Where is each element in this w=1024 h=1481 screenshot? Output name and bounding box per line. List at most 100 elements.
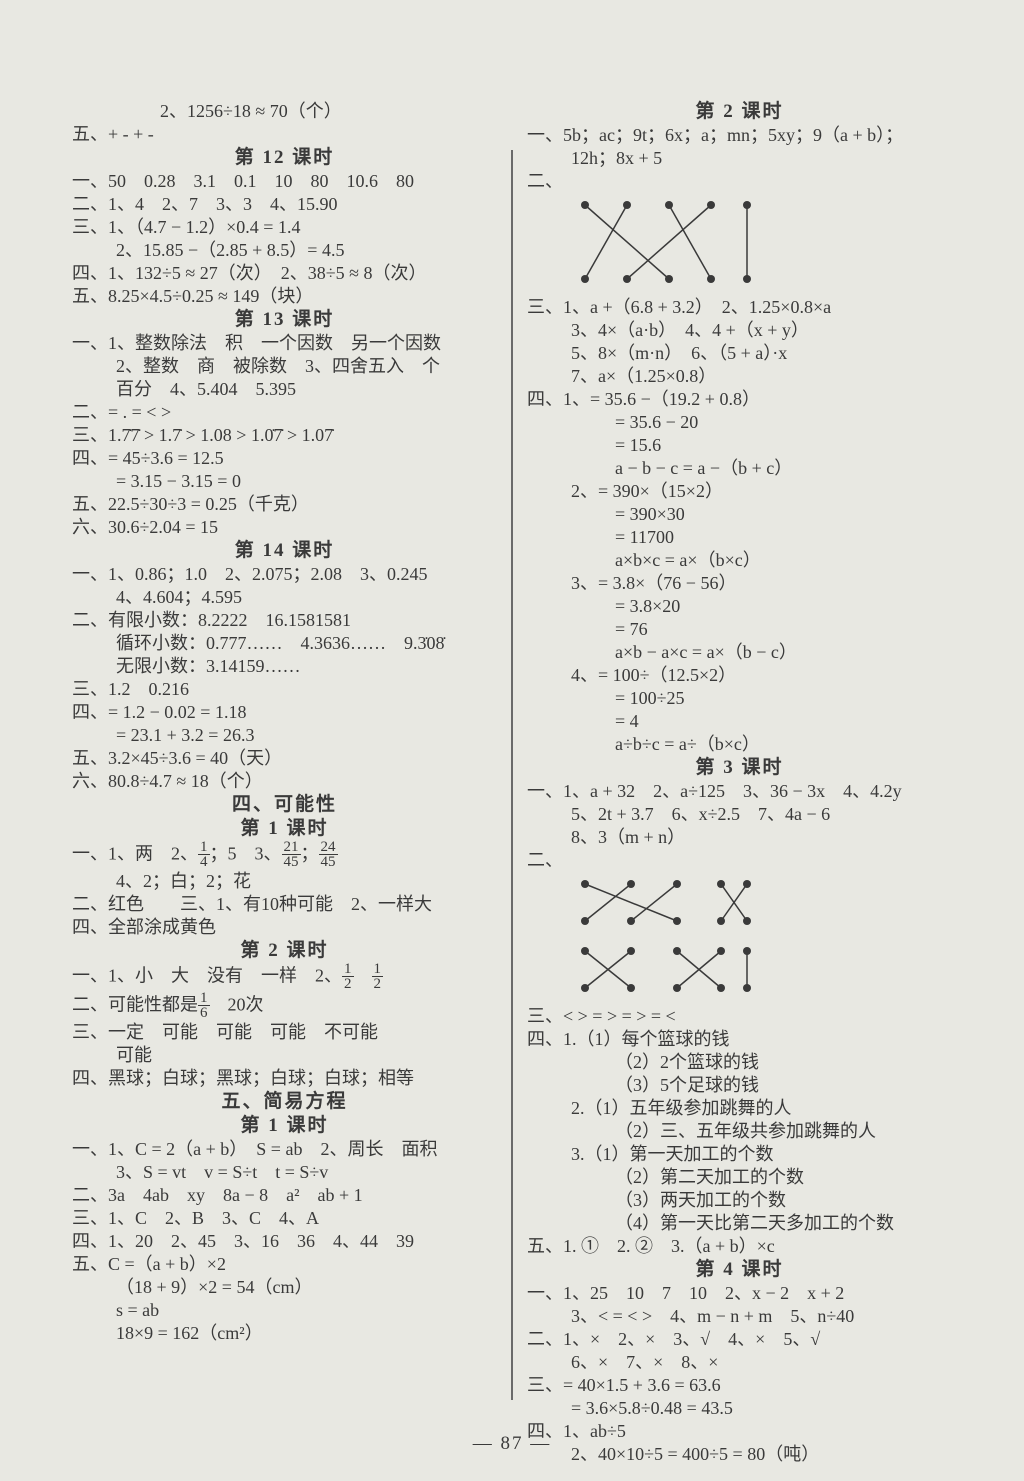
text-line: 12h；8x + 5	[527, 147, 952, 170]
section-heading: 第 1 课时	[72, 817, 497, 841]
text-line: 二、红色 三、1、有10种可能 2、一样大	[72, 893, 497, 916]
text-line: 二、	[527, 849, 952, 872]
matching-diagram	[571, 197, 751, 287]
text-line: 二、= . = < >	[72, 401, 497, 424]
fraction: 2445	[319, 840, 338, 869]
text-line: 一、1、小 大 没有 一样 2、12 12	[72, 963, 497, 992]
text-line: = 4	[527, 710, 952, 733]
text-line: 二、有限小数：8.2222 16.1581581	[72, 609, 497, 632]
text-line: 8、3（m + n）	[527, 826, 952, 849]
section-heading: 五、简易方程	[72, 1090, 497, 1114]
text-line: a÷b÷c = a÷（b×c）	[527, 733, 952, 756]
fraction: 12	[372, 962, 384, 991]
text-line: a×b − a×c = a×（b − c）	[527, 641, 952, 664]
text-line: = 100÷25	[527, 687, 952, 710]
text-line: 五、3.2×45÷3.6 = 40（天）	[72, 747, 497, 770]
text-line: = 11700	[527, 526, 952, 549]
text-line: 三、1、a +（6.8 + 3.2） 2、1.25×0.8×a	[527, 296, 952, 319]
text-line: 2、1256÷18 ≈ 70（个）	[72, 100, 497, 123]
text-line: 四、全部涂成黄色	[72, 916, 497, 939]
text-line: 四、1、132÷5 ≈ 27（次） 2、38÷5 ≈ 8（次）	[72, 262, 497, 285]
section-heading: 第 12 课时	[72, 146, 497, 170]
text-line: 2、= 390×（15×2）	[527, 480, 952, 503]
text-line: 三、= 40×1.5 + 3.6 = 63.6	[527, 1374, 952, 1397]
text-line: 四、1、= 35.6 −（19.2 + 0.8）	[527, 388, 952, 411]
section-heading: 第 14 课时	[72, 539, 497, 563]
columns-container: 2、1256÷18 ≈ 70（个）五、+ - + -第 12 课时一、50 0.…	[72, 100, 952, 1400]
text-line: 二、3a 4ab xy 8a − 8 a² ab + 1	[72, 1184, 497, 1207]
text-line: 一、1、0.86；1.0 2、2.075；2.08 3、0.245	[72, 563, 497, 586]
text-line: 三、1.7̇7̇ > 1.7̇ > 1.08 > 1.0̇7̇ > 1.07̇	[72, 424, 497, 447]
fraction: 2145	[282, 840, 301, 869]
text-line: 六、80.8÷4.7 ≈ 18（个）	[72, 770, 497, 793]
text-line: 一、50 0.28 3.1 0.1 10 80 10.6 80	[72, 170, 497, 193]
text-line: a − b − c = a −（b + c）	[527, 457, 952, 480]
text-line: = 390×30	[527, 503, 952, 526]
text-line: 四、黑球；白球；黑球；白球；白球；相等	[72, 1067, 497, 1090]
text-line: 二、1、× 2、× 3、√ 4、× 5、√	[527, 1328, 952, 1351]
matching-diagram	[571, 876, 751, 996]
text-line: 2、15.85 −（2.85 + 8.5）= 4.5	[72, 239, 497, 262]
text-line: 3、< = < > 4、m − n + m 5、n÷40	[527, 1305, 952, 1328]
text-line: 一、1、C = 2（a + b） S = ab 2、周长 面积	[72, 1138, 497, 1161]
text-line: = 3.15 − 3.15 = 0	[72, 470, 497, 493]
text-line: 三、1、C 2、B 3、C 4、A	[72, 1207, 497, 1230]
text-line: 2、整数 商 被除数 3、四舍五入 个	[72, 355, 497, 378]
section-heading: 第 3 课时	[527, 756, 952, 780]
text-line: 五、C =（a + b）×2	[72, 1253, 497, 1276]
text-line: 一、1、a + 32 2、a÷125 3、36 − 3x 4、4.2y	[527, 780, 952, 803]
fraction: 14	[198, 840, 210, 869]
text-line: 7、a×（1.25×0.8）	[527, 365, 952, 388]
text-line: 循环小数：0.777…… 4.3636…… 9.3̇08̇	[72, 632, 497, 655]
text-line: 18×9 = 162（cm²）	[72, 1322, 497, 1345]
section-heading: 第 1 课时	[72, 1114, 497, 1138]
text-line: （2）三、五年级共参加跳舞的人	[527, 1120, 952, 1143]
text-line: 三、1.2 0.216	[72, 678, 497, 701]
text-line: （3）两天加工的个数	[527, 1189, 952, 1212]
text-line: s = ab	[72, 1299, 497, 1322]
section-heading: 第 4 课时	[527, 1258, 952, 1282]
text-line: 3、4×（a·b） 4、4 +（x + y）	[527, 319, 952, 342]
section-heading: 第 2 课时	[72, 939, 497, 963]
text-line: 三、一定 可能 可能 可能 不可能	[72, 1021, 497, 1044]
text-line: 四、1.（1）每个篮球的钱	[527, 1028, 952, 1051]
text-line: 五、1. ① 2. ② 3.（a + b）×c	[527, 1235, 952, 1258]
text-line: （2）第二天加工的个数	[527, 1166, 952, 1189]
section-heading: 四、可能性	[72, 793, 497, 817]
text-line: = 76	[527, 618, 952, 641]
text-line: 3、S = vt v = S÷t t = S÷v	[72, 1161, 497, 1184]
text-line: 一、5b；ac；9t；6x；a；mn；5xy；9（a + b）；	[527, 124, 952, 147]
page-number: — 87 —	[0, 1433, 1024, 1455]
text-line: 无限小数：3.14159……	[72, 655, 497, 678]
fraction: 16	[198, 991, 210, 1020]
text-line: = 3.6×5.8÷0.48 = 43.5	[527, 1397, 952, 1420]
text-line: 五、8.25×4.5÷0.25 ≈ 149（块）	[72, 285, 497, 308]
text-line: a×b×c = a×（b×c）	[527, 549, 952, 572]
text-line: 五、22.5÷30÷3 = 0.25（千克）	[72, 493, 497, 516]
text-line: （18 + 9）×2 = 54（cm）	[72, 1276, 497, 1299]
text-line: 一、1、整数除法 积 一个因数 另一个因数	[72, 332, 497, 355]
text-line: 四、= 45÷3.6 = 12.5	[72, 447, 497, 470]
text-line: 二、	[527, 170, 952, 193]
text-line: = 3.8×20	[527, 595, 952, 618]
text-line: （4）第一天比第二天多加工的个数	[527, 1212, 952, 1235]
text-line: 可能	[72, 1044, 497, 1067]
text-line: 四、1、20 2、45 3、16 36 4、44 39	[72, 1230, 497, 1253]
text-line: 二、1、4 2、7 3、3 4、15.90	[72, 193, 497, 216]
section-heading: 第 13 课时	[72, 308, 497, 332]
text-line: 一、1、25 10 7 10 2、x − 2 x + 2	[527, 1282, 952, 1305]
text-line: 3.（1）第一天加工的个数	[527, 1143, 952, 1166]
text-line: 3、= 3.8×（76 − 56）	[527, 572, 952, 595]
text-line: （3）5个足球的钱	[527, 1074, 952, 1097]
text-line: = 15.6	[527, 434, 952, 457]
text-line: 4、2；白；2；花	[72, 870, 497, 893]
text-line: 4、4.604；4.595	[72, 586, 497, 609]
left-column: 2、1256÷18 ≈ 70（个）五、+ - + -第 12 课时一、50 0.…	[72, 100, 511, 1400]
text-line: = 35.6 − 20	[527, 411, 952, 434]
text-line: 4、= 100÷（12.5×2）	[527, 664, 952, 687]
text-line: 6、× 7、× 8、×	[527, 1351, 952, 1374]
text-line: 五、+ - + -	[72, 123, 497, 146]
text-line: 百分 4、5.404 5.395	[72, 378, 497, 401]
text-line: 四、= 1.2 − 0.02 = 1.18	[72, 701, 497, 724]
text-line: 一、1、两 2、14；5 3、2145；2445	[72, 841, 497, 870]
